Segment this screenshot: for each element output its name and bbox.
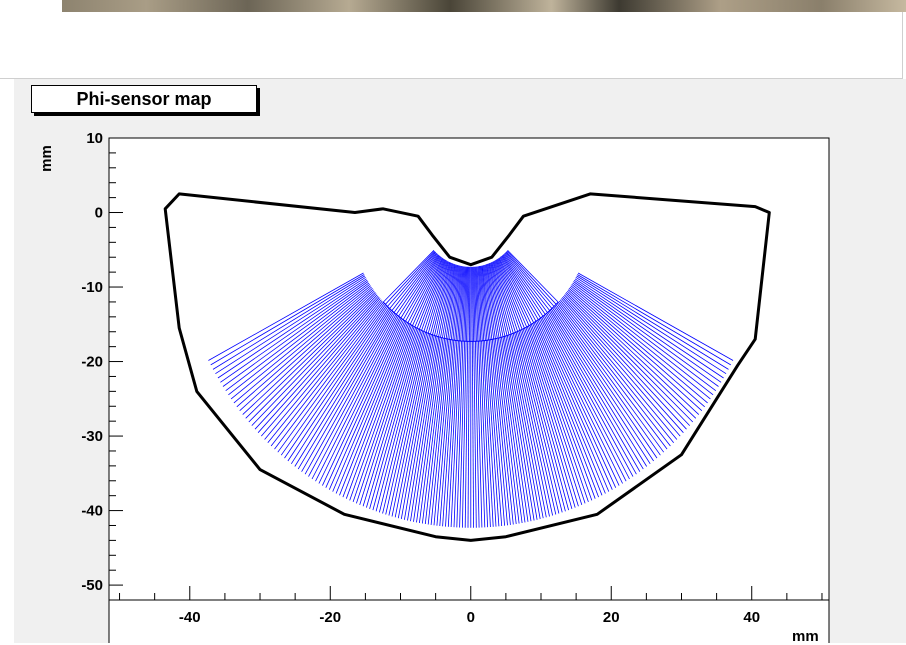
y-tick-label: 10 bbox=[86, 130, 103, 147]
y-axis-label: mm bbox=[38, 145, 55, 172]
y-tick-label: 0 bbox=[95, 205, 103, 222]
inner-strip bbox=[472, 267, 473, 342]
chart-title: Phi-sensor map bbox=[31, 85, 257, 113]
x-tick-label: 0 bbox=[467, 609, 475, 626]
y-tick-label: -50 bbox=[81, 577, 103, 594]
y-tick-label: -20 bbox=[81, 354, 103, 371]
y-tick-label: -40 bbox=[81, 503, 103, 520]
x-tick-label: 20 bbox=[603, 609, 620, 626]
x-tick-label: 40 bbox=[743, 609, 760, 626]
x-axis-label: mm bbox=[792, 628, 819, 645]
y-tick-label: -30 bbox=[81, 428, 103, 445]
x-tick-label: -40 bbox=[179, 609, 201, 626]
y-tick-label: -10 bbox=[81, 279, 103, 296]
x-tick-label: -20 bbox=[319, 609, 341, 626]
